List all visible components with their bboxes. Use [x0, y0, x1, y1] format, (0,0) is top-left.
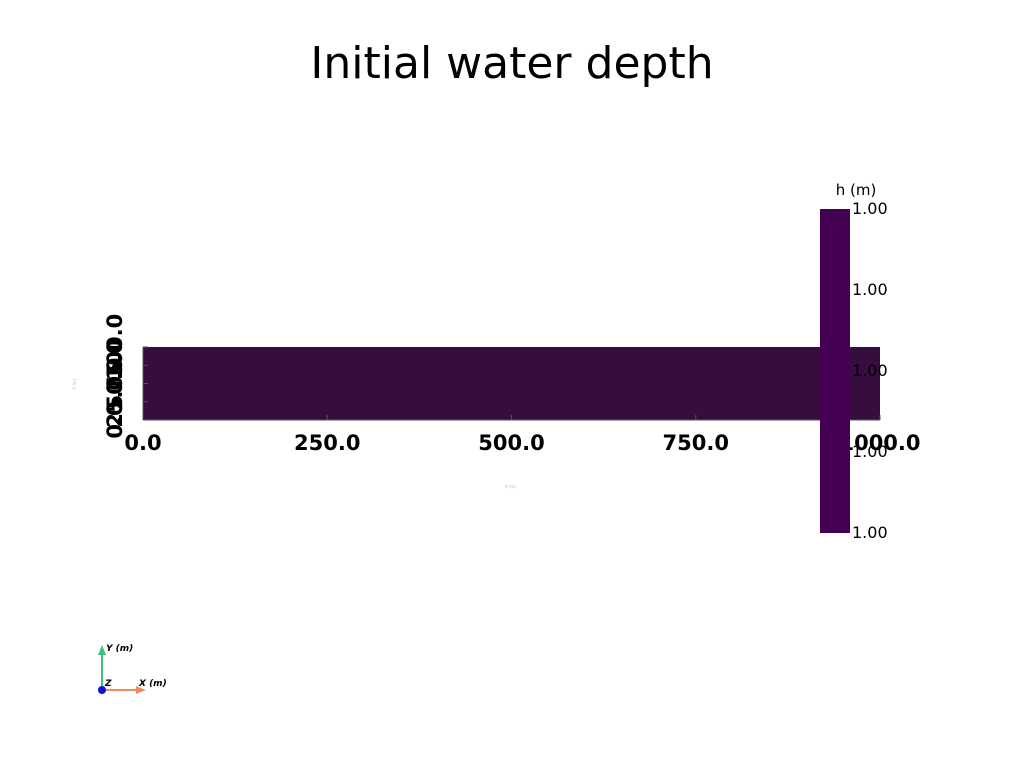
chart-title: Initial water depth	[310, 38, 714, 89]
x-tick-label: 0.0	[124, 431, 161, 455]
x-axis-label: X (m)	[505, 484, 516, 489]
colorbar-title: h (m)	[836, 181, 877, 199]
y-tick-label: 75.0	[103, 339, 127, 391]
colorbar-label: 1.00	[852, 199, 888, 218]
colorbar-label: 1.00	[852, 280, 888, 299]
y-tick-label: 0.0	[103, 401, 127, 438]
x-axis: 0.0 250.0 500.0 750.0 1000.0 X (m)	[124, 415, 921, 489]
colorbar-label: 1.00	[852, 523, 888, 542]
y-tick-label: 25.0	[103, 376, 127, 428]
field-rect	[143, 347, 880, 420]
colorbar-label: 1.00	[852, 442, 888, 461]
colorbar-label: 1.00	[852, 361, 888, 380]
y-tick-label: 100.0	[103, 314, 127, 380]
x-arrow-head	[136, 686, 146, 694]
z-axis-dot	[98, 686, 106, 694]
x-tick-label: 500.0	[478, 431, 544, 455]
colorbar: h (m)1.001.001.001.001.00	[820, 181, 888, 542]
x-axis-widget-label: X (m)	[138, 679, 167, 689]
y-axis-label: Y (m)	[72, 378, 77, 390]
plot-area	[142, 347, 880, 421]
y-arrow-head	[98, 645, 106, 655]
colorbar-bar	[820, 209, 850, 533]
x-tick-label: 1000.0	[839, 431, 920, 455]
y-tick-label: 50.0	[103, 358, 127, 410]
orientation-widget: Y (m) X (m) Z	[98, 644, 167, 694]
x-tick-label: 250.0	[294, 431, 360, 455]
y-axis-widget-label: Y (m)	[106, 644, 133, 654]
z-axis-widget-label: Z	[104, 679, 112, 689]
x-tick-label: 750.0	[663, 431, 729, 455]
